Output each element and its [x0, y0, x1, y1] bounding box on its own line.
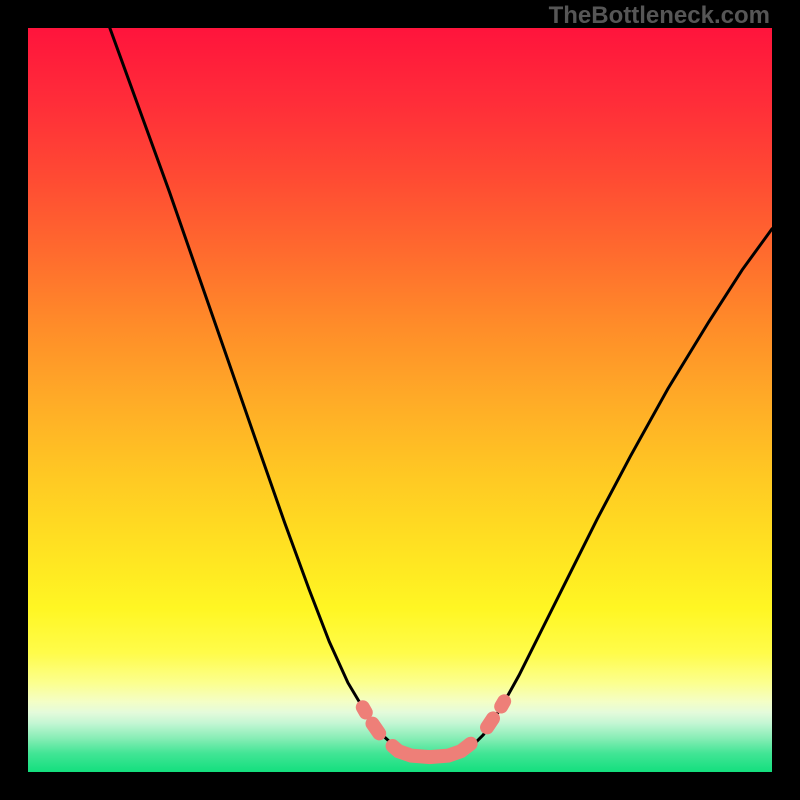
figure-frame: TheBottleneck.com: [0, 0, 800, 800]
curve-layer: [28, 28, 772, 772]
accent-marker-4: [501, 701, 504, 706]
accent-marker-2: [393, 744, 471, 757]
v-curve-line: [110, 28, 772, 757]
plot-area: [28, 28, 772, 772]
accent-marker-1: [372, 724, 379, 734]
accent-marker-3: [487, 718, 493, 727]
accent-marker-0: [363, 707, 366, 712]
watermark-text: TheBottleneck.com: [549, 2, 770, 30]
